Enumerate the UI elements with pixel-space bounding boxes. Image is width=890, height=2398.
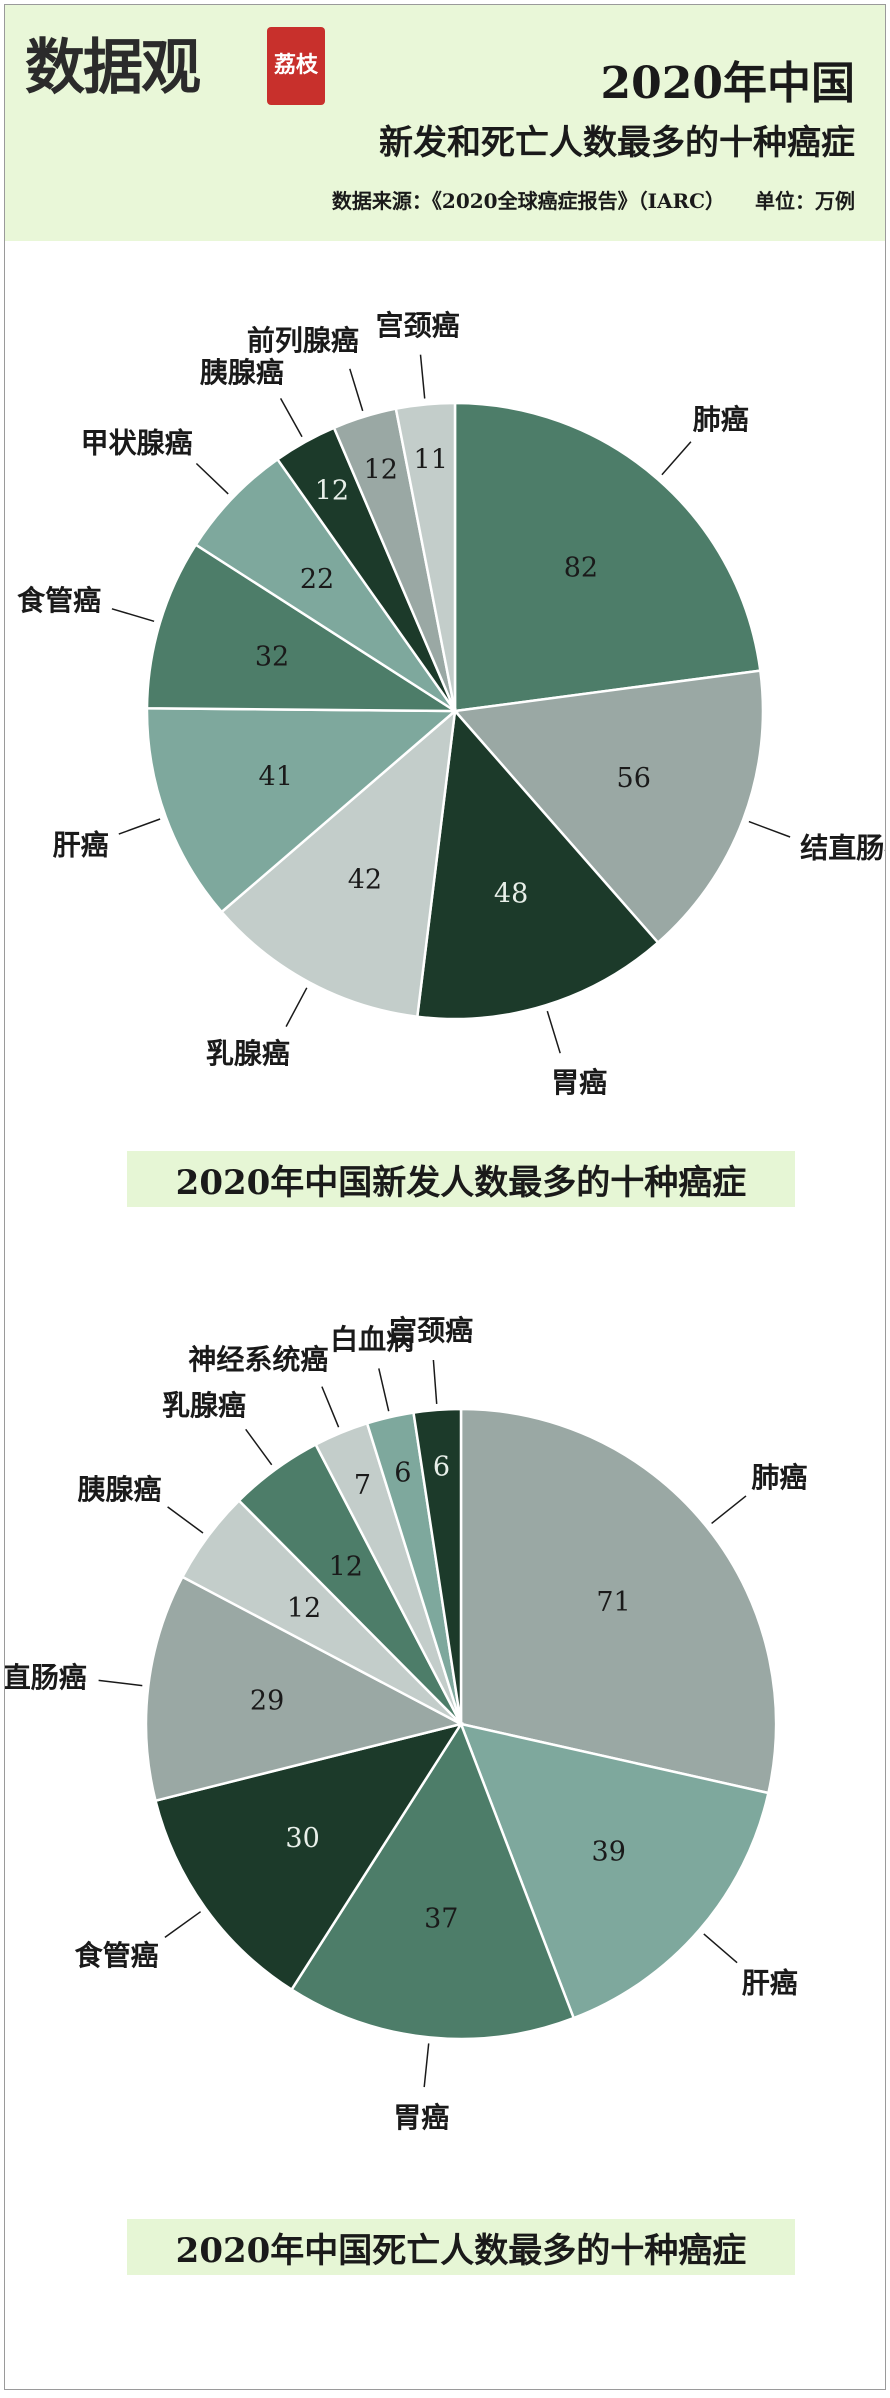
pie-label-0-6: 甲状腺癌 [81, 427, 193, 460]
brand-logo: 数据观 [25, 33, 201, 103]
pie-value-0-5: 32 [255, 642, 289, 673]
pie-label-1-0: 肺癌 [751, 1461, 807, 1494]
pie-leader-1-5 [167, 1506, 204, 1534]
pie-slice-1-2 [289, 1721, 576, 2041]
pie-slice-0-9 [394, 401, 457, 712]
header: 数据观 荔枝 2020年中国 新发和死亡人数最多的十种癌症 数据来源：《2020… [5, 5, 885, 241]
pie-leader-0-5 [111, 608, 155, 623]
pie-value-1-2: 37 [424, 1903, 458, 1934]
pie-label-1-3: 食管癌 [75, 1939, 159, 1972]
pie-value-0-0: 82 [564, 552, 598, 583]
pie-leader-1-2 [423, 2043, 430, 2088]
pie-value-0-7: 12 [315, 476, 349, 507]
pie-label-0-3: 乳腺癌 [206, 1037, 290, 1070]
new-cases-chart-title: 2020年中国新发人数最多的十种癌症 [127, 1151, 795, 1207]
pie-label-0-0: 肺癌 [693, 403, 749, 436]
pie-value-1-6: 12 [329, 1551, 363, 1582]
pie-slice-1-1 [458, 1722, 770, 2020]
pie-value-0-6: 22 [300, 564, 334, 595]
pie-slice-0-0 [453, 401, 762, 713]
pie-value-1-3: 30 [285, 1823, 319, 1854]
pie-leader-0-2 [546, 1010, 561, 1054]
brand-badge-text: 荔枝 [273, 53, 318, 78]
pie-leader-0-9 [419, 354, 426, 399]
pie-leader-1-9 [432, 1359, 438, 1404]
pie-label-1-8: 白血病 [330, 1323, 414, 1356]
pie-value-0-2: 48 [494, 879, 528, 910]
pie-value-1-0: 71 [596, 1587, 630, 1618]
pie-label-0-1: 结直肠癌 [800, 832, 885, 865]
pie-leader-0-7 [279, 398, 303, 438]
pie-label-1-9: 宫颈癌 [389, 1314, 473, 1347]
deaths-pie-chart: 71393730291212766肺癌肝癌胃癌食管癌结直肠癌胰腺癌乳腺癌神经系统… [5, 1314, 807, 2134]
pie-label-0-9: 宫颈癌 [376, 309, 460, 342]
pie-label-1-7: 神经系统癌 [188, 1343, 328, 1376]
pie-value-0-1: 56 [617, 763, 651, 794]
pie-leader-1-8 [378, 1368, 390, 1412]
pie-leader-1-3 [164, 1911, 202, 1939]
pie-value-1-7: 7 [354, 1470, 371, 1501]
pie-label-0-7: 胰腺癌 [200, 356, 284, 389]
pie-label-1-2: 胃癌 [393, 2101, 449, 2134]
pie-slice-1-9 [412, 1407, 463, 1725]
pie-label-1-5: 胰腺癌 [77, 1473, 161, 1506]
pie-slice-0-4 [145, 707, 459, 914]
pie-value-0-8: 12 [364, 455, 398, 486]
pie-slice-0-3 [219, 707, 457, 1019]
pie-leader-1-4 [98, 1679, 143, 1687]
pie-label-0-5: 食管癌 [17, 584, 101, 617]
pie-leader-1-7 [321, 1386, 340, 1428]
pie-value-0-9: 11 [414, 445, 448, 476]
pie-leader-0-3 [285, 987, 308, 1027]
pie-leader-0-6 [195, 462, 229, 495]
pie-label-1-6: 乳腺癌 [162, 1389, 246, 1422]
pie-leader-0-4 [118, 818, 161, 835]
page-title: 2020年中国 [600, 58, 855, 109]
source-line: 数据来源：《2020全球癌症报告》（IARC） 单位：万例 [332, 185, 855, 214]
pie-slice-0-1 [452, 669, 765, 945]
page-subtitle: 新发和死亡人数最多的十种癌症 [379, 123, 855, 163]
pie-value-1-5: 12 [287, 1593, 321, 1624]
pie-leader-0-1 [748, 820, 791, 838]
infographic: 数据观 荔枝 2020年中国 新发和死亡人数最多的十种癌症 数据来源：《2020… [4, 4, 886, 2390]
pie-slice-0-6 [194, 457, 457, 713]
pie-slice-0-2 [415, 708, 660, 1021]
pie-leader-0-0 [661, 441, 692, 476]
pie-label-0-4: 肝癌 [53, 828, 109, 861]
unit-label: 单位：万例 [755, 189, 855, 213]
pie-label-0-8: 前列腺癌 [247, 324, 359, 357]
pie-value-1-4: 29 [250, 1686, 284, 1717]
pie-label-1-4: 结直肠癌 [5, 1661, 87, 1694]
pie-slice-1-4 [144, 1575, 465, 1803]
brand-badge: 荔枝 [267, 27, 325, 105]
pie-slice-1-0 [459, 1407, 778, 1795]
pie-slice-0-5 [145, 542, 460, 713]
pie-value-0-3: 42 [348, 864, 382, 895]
pie-leader-0-8 [349, 368, 364, 412]
pie-leader-1-1 [703, 1933, 738, 1964]
pie-leader-1-0 [711, 1495, 747, 1524]
pie-value-1-8: 6 [394, 1457, 411, 1488]
deaths-chart-title: 2020年中国死亡人数最多的十种癌症 [127, 2219, 795, 2275]
data-source: 数据来源：《2020全球癌症报告》（IARC） [331, 189, 725, 213]
new-cases-pie-chart: 82 56 48 42 41 32 22 12 12 11 肺癌结直肠癌胃癌 乳腺癌 肝癌 食管癌 甲状腺癌… [17, 309, 885, 1099]
pie-value-1-9: 6 [433, 1451, 450, 1482]
pie-value-0-4: 41 [259, 762, 293, 793]
pie-leader-1-6 [245, 1428, 273, 1466]
pie-value-1-1: 39 [592, 1837, 626, 1868]
pie-label-0-2: 胃癌 [551, 1066, 607, 1099]
pie-slice-1-3 [153, 1722, 464, 1992]
pie-label-1-1: 肝癌 [742, 1966, 798, 1999]
